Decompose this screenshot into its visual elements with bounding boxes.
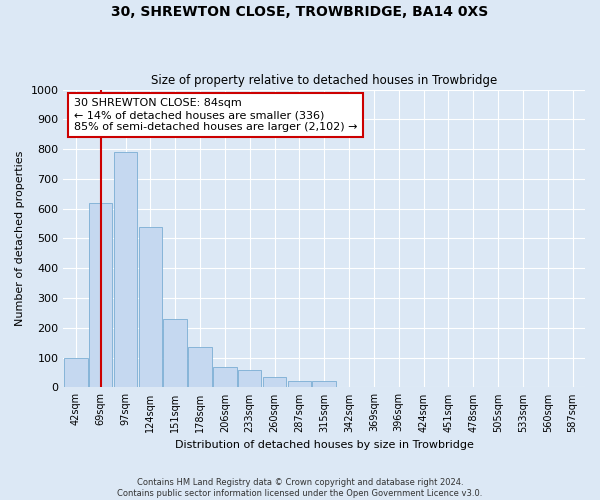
Text: 30 SHREWTON CLOSE: 84sqm
← 14% of detached houses are smaller (336)
85% of semi-: 30 SHREWTON CLOSE: 84sqm ← 14% of detach…: [74, 98, 358, 132]
Bar: [139, 226, 162, 388]
Title: Size of property relative to detached houses in Trowbridge: Size of property relative to detached ho…: [151, 74, 497, 87]
Bar: [238, 370, 262, 388]
Text: 30, SHREWTON CLOSE, TROWBRIDGE, BA14 0XS: 30, SHREWTON CLOSE, TROWBRIDGE, BA14 0XS: [112, 5, 488, 19]
Bar: [64, 358, 88, 388]
Text: Contains HM Land Registry data © Crown copyright and database right 2024.
Contai: Contains HM Land Registry data © Crown c…: [118, 478, 482, 498]
Bar: [114, 152, 137, 388]
Bar: [313, 382, 336, 388]
Bar: [287, 382, 311, 388]
Bar: [163, 319, 187, 388]
Bar: [263, 377, 286, 388]
X-axis label: Distribution of detached houses by size in Trowbridge: Distribution of detached houses by size …: [175, 440, 473, 450]
Bar: [89, 202, 112, 388]
Bar: [188, 347, 212, 388]
Y-axis label: Number of detached properties: Number of detached properties: [15, 151, 25, 326]
Bar: [213, 366, 236, 388]
